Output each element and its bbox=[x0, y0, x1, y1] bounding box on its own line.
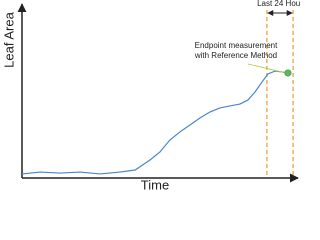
window-label: Last 24 Hour bbox=[257, 0, 300, 8]
endpoint-leader bbox=[247, 63, 287, 74]
endpoint-label: Endpoint measurement bbox=[195, 41, 278, 50]
endpoint-marker bbox=[284, 69, 292, 77]
data-line bbox=[21, 70, 289, 175]
x-axis-label: Time bbox=[141, 177, 169, 191]
endpoint-label: with Reference Method bbox=[194, 51, 277, 60]
y-axis-label: Leaf Area bbox=[1, 11, 16, 67]
chart: Leaf Area Time Last 24 Hour Endpoint meas… bbox=[1, 0, 300, 191]
